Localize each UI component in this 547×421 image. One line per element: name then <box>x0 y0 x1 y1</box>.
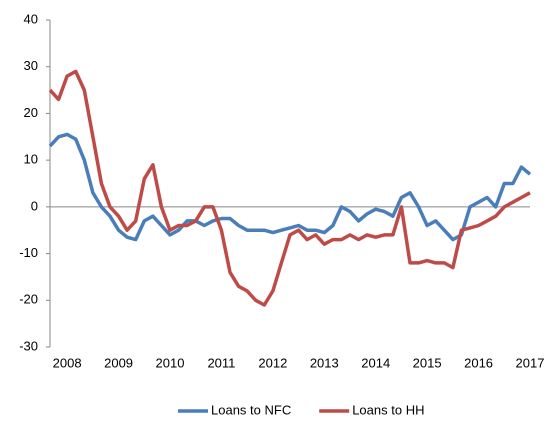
legend-label: Loans to HH <box>352 402 424 417</box>
x-tick-label: 2016 <box>464 355 493 370</box>
y-tick-label: 30 <box>24 58 38 73</box>
x-tick-label: 2009 <box>104 355 133 370</box>
series-line <box>48 132 532 242</box>
x-tick-label: 2012 <box>258 355 287 370</box>
y-tick-label: 40 <box>24 11 38 26</box>
series-line <box>48 69 531 307</box>
y-tick-label: 10 <box>24 152 38 167</box>
x-tick-label: 2008 <box>53 355 82 370</box>
x-tick-label: 2011 <box>207 355 235 370</box>
y-tick-label: 20 <box>24 105 38 120</box>
x-tick-label: 2015 <box>413 355 442 370</box>
x-tick-label: 2014 <box>361 355 390 370</box>
y-tick-label: -10 <box>19 245 38 260</box>
x-tick-label: 2013 <box>310 355 339 370</box>
x-tick-label: 2017 <box>516 355 545 370</box>
legend-label: Loans to NFC <box>211 402 291 417</box>
y-tick-label: 0 <box>31 198 38 213</box>
y-tick-label: -30 <box>19 338 38 353</box>
y-tick-label: -20 <box>19 292 38 307</box>
x-tick-label: 2010 <box>156 355 185 370</box>
